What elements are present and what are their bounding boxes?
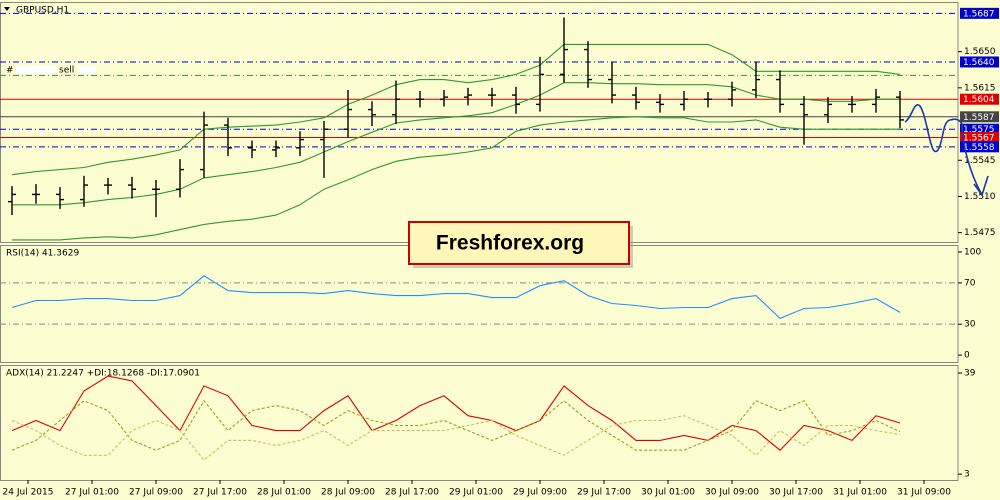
- series-line: [11, 43, 901, 176]
- x-tick-label: 29 Jul 17:00: [577, 488, 631, 498]
- level-label-box: [960, 141, 999, 153]
- x-tick-label: 31 Jul 01:00: [833, 488, 887, 498]
- series-line: [12, 116, 900, 241]
- x-tick-label: 30 Jul 01:00: [641, 488, 695, 498]
- x-tick-label: 24 Jul 2015: [3, 488, 54, 498]
- level-label-box: [960, 93, 999, 105]
- level-label: 1.5575: [963, 125, 995, 135]
- annotation-marker: #: [6, 66, 14, 76]
- level-label: 1.5567: [963, 134, 995, 144]
- y-tick-label: 100: [964, 247, 981, 257]
- series-line: [11, 375, 901, 451]
- x-tick-label: 30 Jul 09:00: [705, 488, 759, 498]
- adx-title: ADX(14) 21.2247 +DI:18.1268 -DI:17.0901: [6, 369, 200, 379]
- series-line: [11, 275, 901, 320]
- level-label: 1.5558: [963, 143, 995, 153]
- level-label: 1.5587: [963, 113, 995, 123]
- level-label-box: [960, 132, 999, 144]
- x-tick-label: 30 Jul 17:00: [769, 488, 823, 498]
- x-tick-label: 28 Jul 17:00: [385, 488, 439, 498]
- level-label-box: [960, 7, 999, 19]
- y-tick-label: 70: [964, 278, 976, 288]
- watermark: Freshforex.org: [436, 232, 584, 255]
- y-tick-label: 39: [964, 369, 976, 379]
- y-tick-label: 1.5615: [964, 83, 996, 93]
- x-tick-label: 29 Jul 09:00: [513, 488, 567, 498]
- x-tick-label: 28 Jul 01:00: [257, 488, 311, 498]
- x-tick-label: 27 Jul 01:00: [65, 488, 119, 498]
- adx-pane: [0, 365, 959, 481]
- menu-triangle: [4, 7, 10, 11]
- level-label-box: [960, 123, 999, 135]
- y-tick-label: 1.5650: [964, 47, 996, 57]
- mask: [16, 66, 56, 74]
- x-tick-label: 27 Jul 09:00: [129, 488, 183, 498]
- level-label-box: [960, 111, 999, 123]
- series-line: [12, 82, 900, 206]
- y-tick-label: 1.5510: [964, 192, 996, 202]
- level-label: 1.5604: [963, 95, 995, 105]
- annotation: sell: [59, 66, 74, 76]
- x-tick-label: 28 Jul 09:00: [321, 488, 375, 498]
- y-tick-label: 1.5475: [964, 228, 996, 238]
- level-label-box: [960, 56, 999, 68]
- level-label: 1.5687: [963, 9, 995, 19]
- y-tick-label: 3: [964, 470, 970, 480]
- x-tick-label: 27 Jul 17:00: [193, 488, 247, 498]
- x-tick-label: 29 Jul 01:00: [449, 488, 503, 498]
- x-tick-label: 31 Jul 09:00: [897, 488, 951, 498]
- plot-layer: 1.5475 1.5510 1.5545 1.5615 1.5650 1.5687 1.56…: [0, 7, 999, 498]
- chart-title: GBPUSD,H1: [16, 6, 69, 16]
- forecast-drawing: [904, 104, 989, 197]
- rsi-title: RSI(14) 41.3629: [6, 249, 79, 259]
- y-tick-label: 30: [964, 320, 976, 330]
- series-line: [11, 399, 901, 451]
- level-label: 1.5640: [963, 58, 995, 68]
- mask: [78, 66, 96, 74]
- y-tick-label: 1.5545: [964, 156, 996, 166]
- y-tick-label: 0: [964, 351, 970, 361]
- watermark-box: [408, 221, 630, 265]
